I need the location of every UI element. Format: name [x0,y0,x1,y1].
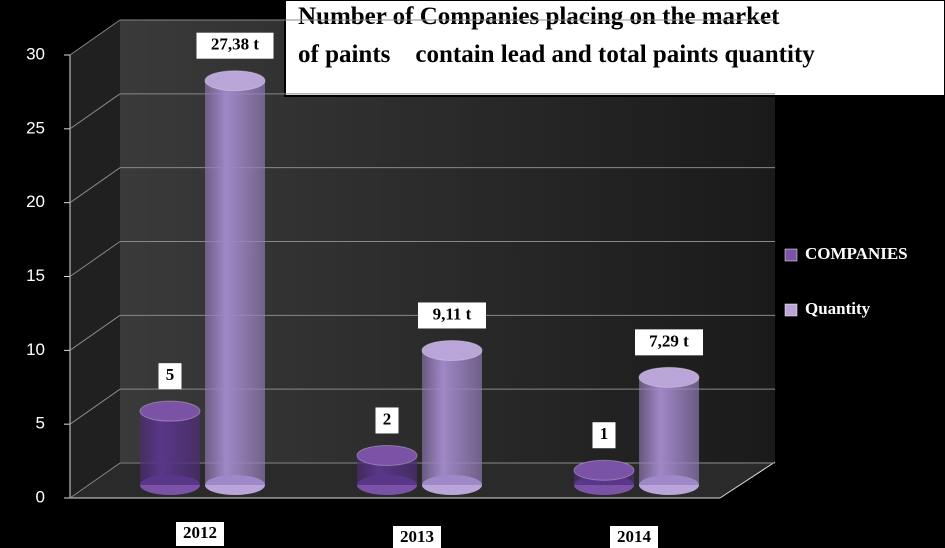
y-tick-label: 0 [36,487,45,506]
x-tick-label: 2012 [183,523,217,542]
chart-title: of paints contain lead and total paints … [298,41,815,68]
x-label-box [176,522,224,546]
value-label: 1 [600,424,609,443]
grid-line [69,462,121,499]
bar-top [139,400,201,422]
value-label-box [158,363,182,390]
bar-top [204,70,266,92]
grid-line [69,388,121,425]
floor-edge [719,461,776,499]
bar-top [573,459,635,481]
bar-back [140,411,200,485]
value-label-box [375,407,399,434]
legend-label: Quantity [805,299,871,318]
grid-line [69,19,121,56]
y-tick-label: 10 [26,340,45,359]
grid-line [69,167,121,204]
value-label: 27,38 t [211,35,260,54]
chart-title: Number of Companies placing on the marke… [298,3,780,30]
value-label: 7,29 t [649,331,689,350]
value-label: 9,11 t [433,304,472,323]
grid-line [69,93,121,130]
bar-top [638,366,700,388]
grid-line [69,314,121,351]
y-tick-label: 25 [26,118,45,137]
y-tick-label: 20 [26,192,45,211]
bar-back [639,377,699,485]
y-tick-label: 5 [36,414,45,433]
bar-back [205,80,265,486]
x-label-box [393,526,441,548]
bar-top [356,444,418,466]
legend-label: COMPANIES [805,244,908,263]
value-label-box [418,302,486,329]
x-tick-label: 2014 [617,527,652,546]
y-tick-label: 15 [26,266,45,285]
legend-swatch [784,303,798,317]
legend-swatch [784,248,798,262]
y-tick-label: 30 [26,44,45,63]
value-label: 2 [383,409,392,428]
x-label-box [610,526,658,548]
title-box [284,0,945,97]
value-label: 5 [166,365,175,384]
value-label-box [196,32,274,59]
value-label-box [635,329,703,356]
x-tick-label: 2013 [400,527,434,546]
grid-line [69,241,121,277]
value-label-box [592,422,616,449]
bar-top [421,339,483,361]
bar-back [422,350,482,485]
